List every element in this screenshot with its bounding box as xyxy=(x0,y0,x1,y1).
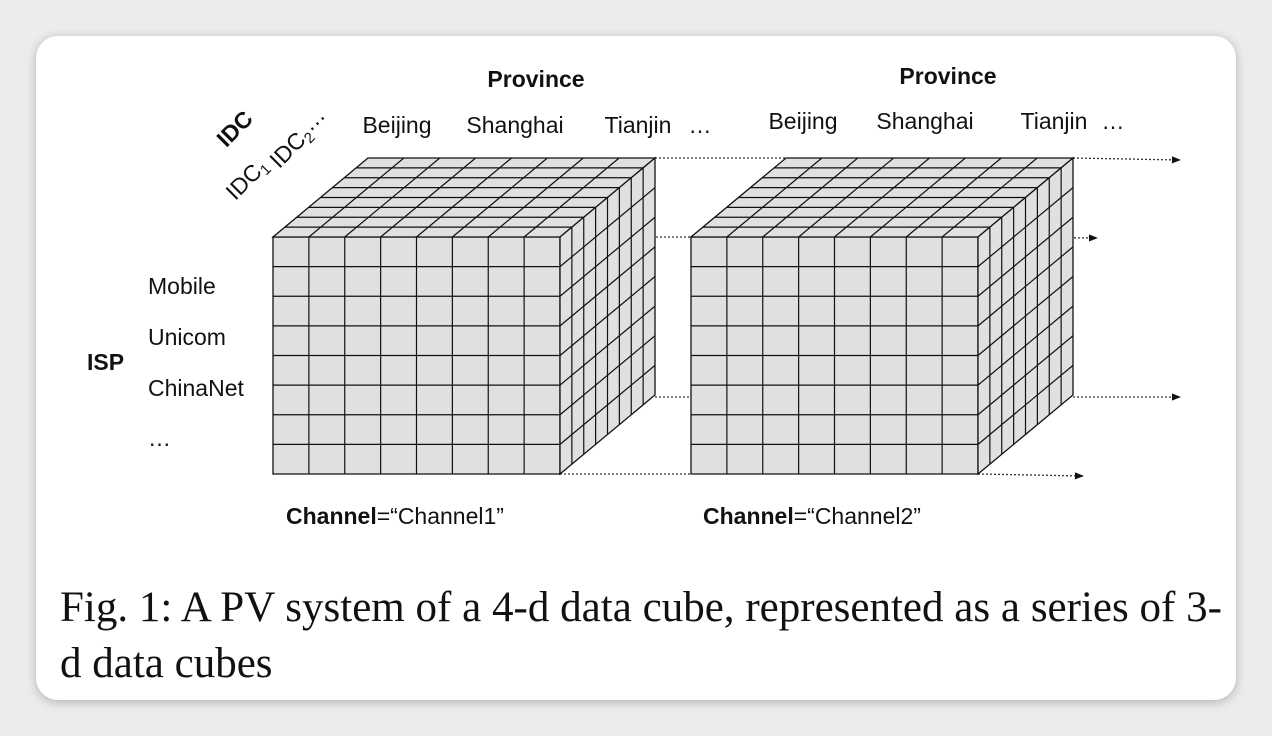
province: Beijing xyxy=(362,112,431,138)
isp-item: … xyxy=(148,425,171,451)
cube-grid-line xyxy=(487,157,584,238)
cube-grid-line xyxy=(523,157,620,238)
channel-value: =“Channel2” xyxy=(794,503,921,529)
province: Shanghai xyxy=(876,108,973,134)
caption: Fig. 1: A PV system of a 4-d data cube, … xyxy=(60,584,1222,687)
idc-item: IDC2… xyxy=(262,102,335,175)
province: Shanghai xyxy=(466,112,563,138)
cube-grid-line xyxy=(941,157,1038,238)
province-axis: Province xyxy=(487,66,584,92)
province: Tianjin xyxy=(605,112,672,138)
channel-key: Channel xyxy=(703,503,794,529)
idc-item: IDC1 xyxy=(220,152,274,206)
province: Beijing xyxy=(768,108,837,134)
province: … xyxy=(1102,108,1125,134)
isp-item: ChinaNet xyxy=(148,375,244,401)
cube-grid-line xyxy=(559,364,656,445)
cube-grid-line xyxy=(905,157,1002,238)
channel-label: Channel=“Channel1” xyxy=(286,503,504,529)
province: Tianjin xyxy=(1021,108,1088,134)
province: … xyxy=(689,112,712,138)
cube-grid-line xyxy=(559,305,656,386)
province-axis: Province xyxy=(899,63,996,89)
channel-key: Channel xyxy=(286,503,377,529)
cube-grid-line xyxy=(559,335,656,416)
isp-item: Mobile xyxy=(148,273,216,299)
cube-grid-line xyxy=(977,364,1074,445)
channel-value: =“Channel1” xyxy=(377,503,504,529)
cube-grid-line xyxy=(977,335,1074,416)
idc-suffix: … xyxy=(295,102,330,137)
isp-item: Unicom xyxy=(148,324,226,350)
cube-grid-line xyxy=(869,157,966,238)
idc-axis: IDC xyxy=(211,105,257,151)
cube-grid-line xyxy=(451,157,548,238)
cube-grid-line xyxy=(977,305,1074,386)
cubes xyxy=(271,156,1075,476)
channel-label: Channel=“Channel2” xyxy=(703,503,921,529)
isp-axis: ISP xyxy=(87,349,124,375)
